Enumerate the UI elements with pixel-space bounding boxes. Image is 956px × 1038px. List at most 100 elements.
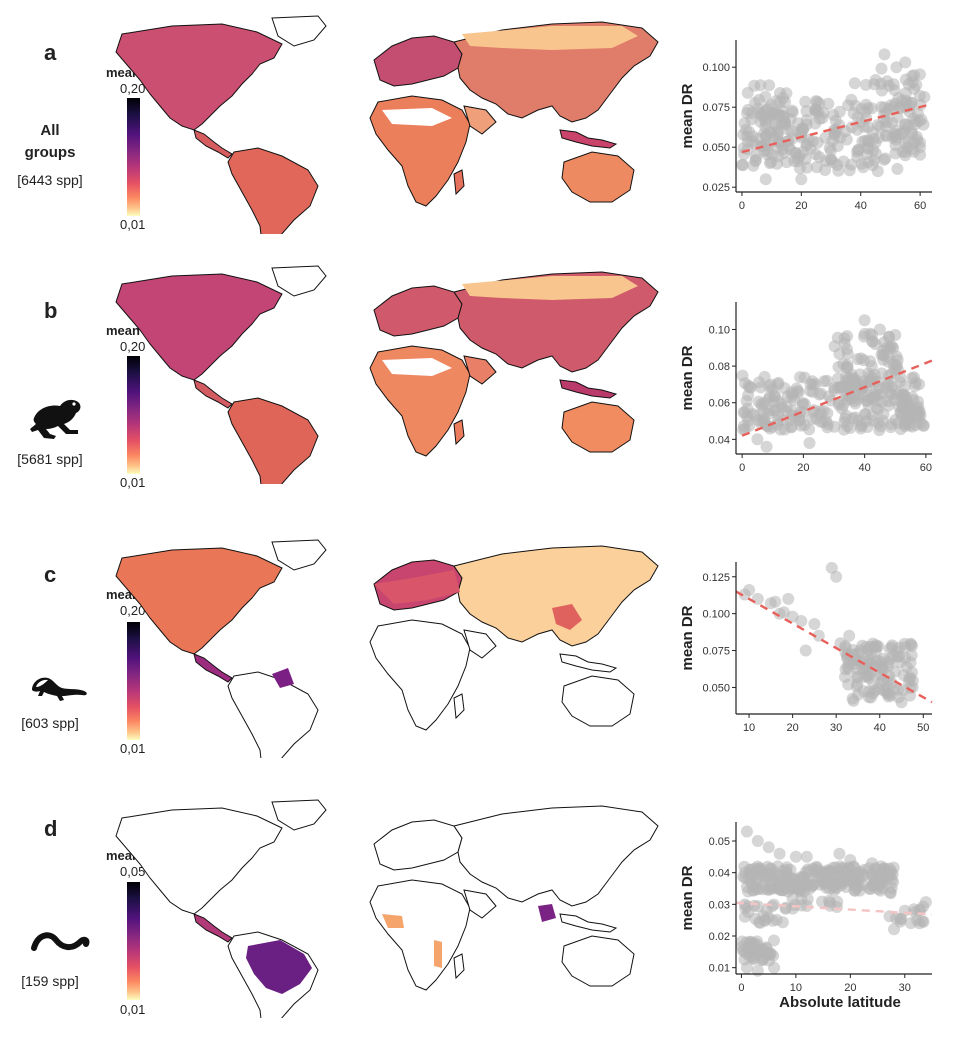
data-point bbox=[907, 394, 920, 407]
greenland-landmass bbox=[271, 15, 327, 47]
indonesia-landmass bbox=[559, 913, 618, 933]
y-tick-label: 0.050 bbox=[702, 142, 730, 154]
data-point bbox=[846, 372, 859, 384]
data-point bbox=[898, 904, 911, 917]
data-point bbox=[880, 129, 893, 142]
data-point bbox=[776, 864, 789, 877]
data-point bbox=[860, 112, 873, 125]
trend-line bbox=[741, 359, 933, 437]
data-point bbox=[866, 409, 879, 422]
data-point bbox=[781, 390, 794, 403]
data-point bbox=[914, 98, 927, 111]
data-point bbox=[741, 143, 754, 156]
data-point bbox=[823, 141, 836, 154]
data-point bbox=[766, 900, 779, 913]
data-point bbox=[785, 132, 798, 145]
data-point bbox=[834, 381, 847, 394]
data-point bbox=[908, 69, 921, 82]
data-point bbox=[834, 131, 847, 144]
data-point bbox=[899, 56, 912, 69]
data-point bbox=[819, 868, 832, 881]
sahara-region bbox=[382, 358, 452, 376]
data-point bbox=[831, 159, 844, 171]
data-point bbox=[797, 123, 810, 135]
y-tick-label: 0.100 bbox=[702, 62, 730, 74]
data-point bbox=[860, 640, 873, 653]
salamander-icon bbox=[32, 677, 87, 701]
north-america-landmass bbox=[115, 23, 283, 131]
data-point bbox=[819, 154, 832, 167]
y-axis-title: mean DR bbox=[679, 83, 696, 148]
trend-line bbox=[741, 102, 933, 154]
data-point bbox=[801, 161, 813, 174]
x-tick-label: 50 bbox=[917, 722, 929, 734]
x-tick-label: 20 bbox=[786, 722, 798, 734]
x-tick-label: 30 bbox=[899, 982, 911, 994]
data-point bbox=[885, 865, 898, 878]
sahara-region bbox=[382, 108, 452, 126]
data-point bbox=[865, 691, 877, 704]
data-point bbox=[841, 660, 854, 673]
europe-landmass bbox=[373, 285, 463, 337]
data-point bbox=[904, 917, 917, 930]
data-point bbox=[808, 618, 821, 630]
data-point bbox=[751, 964, 764, 977]
north-america-landmass bbox=[115, 547, 283, 655]
data-point bbox=[772, 395, 785, 408]
data-point bbox=[759, 90, 772, 103]
y-tick-label: 0.06 bbox=[709, 398, 730, 410]
legend-min: 0,01 bbox=[120, 217, 146, 232]
data-point bbox=[793, 149, 806, 162]
greenland-landmass bbox=[271, 539, 327, 571]
y-tick-label: 0.01 bbox=[709, 963, 730, 975]
data-point bbox=[844, 854, 857, 866]
x-tick-label: 10 bbox=[790, 982, 802, 994]
legend-min: 0,01 bbox=[120, 741, 146, 756]
x-tick-label: 40 bbox=[874, 722, 886, 734]
species-count: [6443 spp] bbox=[17, 172, 83, 188]
data-point bbox=[833, 847, 846, 860]
x-tick-label: 10 bbox=[743, 722, 755, 734]
south-america-landmass bbox=[227, 671, 319, 758]
data-point bbox=[831, 895, 844, 908]
data-point bbox=[852, 688, 864, 701]
data-point bbox=[817, 404, 830, 417]
data-point bbox=[749, 912, 762, 925]
data-point bbox=[848, 77, 861, 90]
africa-landmass bbox=[369, 619, 471, 731]
data-point bbox=[891, 162, 904, 175]
data-point bbox=[833, 347, 846, 360]
arabia-landmass bbox=[463, 355, 497, 385]
x-tick-label: 30 bbox=[830, 722, 842, 734]
points-group bbox=[736, 314, 930, 453]
data-point bbox=[851, 872, 864, 884]
data-point bbox=[738, 406, 751, 419]
panel-letter: a bbox=[44, 40, 57, 65]
data-point bbox=[751, 433, 764, 446]
data-point bbox=[760, 440, 773, 453]
central-america-landmass bbox=[193, 653, 233, 683]
data-point bbox=[904, 681, 917, 694]
data-point bbox=[798, 371, 811, 384]
data-point bbox=[761, 144, 774, 157]
data-point bbox=[763, 79, 776, 92]
data-point bbox=[906, 666, 918, 679]
y-tick-label: 0.050 bbox=[702, 682, 730, 694]
data-point bbox=[823, 882, 836, 895]
data-point bbox=[830, 570, 843, 583]
data-point bbox=[756, 415, 769, 428]
x-tick-label: 0 bbox=[738, 982, 744, 994]
y-tick-label: 0.03 bbox=[709, 899, 730, 911]
data-point bbox=[903, 405, 916, 418]
arabia-landmass bbox=[463, 105, 497, 135]
panel-b: b mean DR 0,20 0,01 [5681 spp] 0 20 40 60 0.… bbox=[0, 258, 956, 508]
madagascar-landmass bbox=[453, 419, 465, 446]
siberia-region bbox=[462, 26, 638, 50]
species-count: [603 spp] bbox=[21, 715, 79, 731]
madagascar-landmass bbox=[453, 169, 465, 196]
amazon-region bbox=[246, 940, 312, 994]
australia-landmass bbox=[561, 151, 635, 203]
scatter-plot: 0 10 20 30 0.01 0.02 0.03 0.04 0.05 mean DR bbox=[679, 822, 933, 994]
southeast-asia-region bbox=[538, 904, 556, 922]
panel-letter: c bbox=[44, 562, 57, 587]
